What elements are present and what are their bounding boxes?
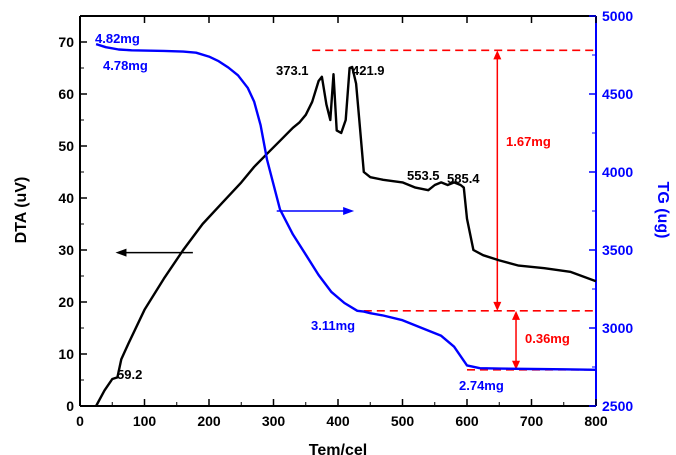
x-tick-label: 800 [584, 413, 608, 429]
x-tick-label: 400 [326, 413, 350, 429]
y-left-tick-label: 20 [58, 294, 74, 310]
tg-mass-label: 3.11mg [311, 318, 355, 333]
tg-mass-label: 2.74mg [459, 378, 504, 393]
tg-axis-arrow-head [343, 207, 355, 215]
loss-arrow-1-head-bottom [493, 301, 502, 311]
loss-arrow-2-head-bottom [512, 360, 521, 370]
dta-series-line [95, 65, 597, 407]
loss-arrow-2-head-top [512, 310, 521, 320]
y-left-tick-label: 30 [58, 242, 74, 258]
loss-arrow-1-head-top [493, 50, 502, 60]
axis-arrows [115, 207, 355, 257]
y-left-tick-label: 10 [58, 346, 74, 362]
tick-labels: 0 100 200 300 400 500 600 700 800 0 10 20 30 40 50 60 70… [58, 8, 633, 429]
y-left-tick-label: 60 [58, 86, 74, 102]
tg-series-line [95, 42, 597, 371]
mass-loss-label: 0.36mg [525, 331, 570, 346]
x-tick-label: 700 [520, 413, 544, 429]
y-left-tick-label: 70 [58, 34, 74, 50]
dta-axis-arrow-head [115, 248, 127, 257]
mass-loss-label: 1.67mg [506, 134, 551, 149]
y-right-tick-label: 3500 [602, 242, 633, 258]
annotation-labels: 59.2 373.1 421.9 553.5 585.4 4.82mg 4.78mg 3.11… [95, 31, 570, 393]
y-axis-left-label: DTA (uV) [13, 177, 30, 244]
y-right-tick-label: 4500 [602, 86, 633, 102]
x-tick-label: 200 [197, 413, 221, 429]
y-right-tick-label: 2500 [602, 398, 633, 414]
x-tick-label: 0 [76, 413, 84, 429]
tick-marks [79, 15, 597, 407]
x-tick-label: 500 [391, 413, 415, 429]
y-left-tick-label: 50 [58, 138, 74, 154]
x-axis-label: Tem/cel [309, 442, 367, 455]
peak-label: 553.5 [407, 168, 440, 183]
peak-label: 421.9 [352, 63, 385, 78]
x-tick-label: 100 [133, 413, 157, 429]
y-left-tick-label: 0 [66, 398, 74, 414]
series-layer [95, 42, 597, 407]
tg-mass-label: 4.82mg [95, 31, 140, 46]
y-right-tick-label: 3000 [602, 320, 633, 336]
y-axis-right-label: TG (ug) [654, 182, 671, 239]
x-tick-label: 600 [455, 413, 479, 429]
y-right-tick-label: 4000 [602, 164, 633, 180]
tg-mass-label: 4.78mg [103, 58, 148, 73]
peak-label: 585.4 [447, 171, 480, 186]
peak-label: 373.1 [276, 63, 309, 78]
y-right-tick-label: 5000 [602, 8, 633, 24]
y-left-tick-label: 40 [58, 190, 74, 206]
peak-label: 59.2 [117, 367, 142, 382]
x-tick-label: 300 [262, 413, 286, 429]
